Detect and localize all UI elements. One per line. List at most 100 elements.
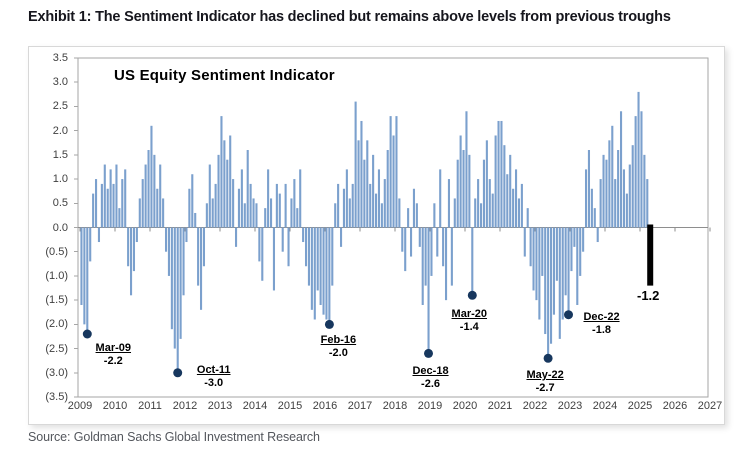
y-axis-label: (1.5) xyxy=(45,294,68,307)
bar xyxy=(590,188,593,228)
bar xyxy=(304,227,308,267)
bar xyxy=(360,120,363,228)
bar xyxy=(392,135,395,228)
bar xyxy=(156,188,159,228)
bar xyxy=(622,169,626,228)
bar xyxy=(421,227,424,305)
bar xyxy=(229,135,232,228)
bar xyxy=(94,179,98,228)
y-axis-label: 3.0 xyxy=(52,76,68,89)
bar xyxy=(144,164,147,228)
annotation-dot xyxy=(82,329,92,339)
annotation-date: Mar-20 xyxy=(451,308,488,321)
bar xyxy=(427,227,430,354)
bar xyxy=(202,227,206,267)
bar xyxy=(287,227,290,267)
bar xyxy=(199,227,203,310)
bar xyxy=(453,198,456,228)
bar xyxy=(153,154,156,228)
latest-value-label: -1.2 xyxy=(637,287,660,303)
bar xyxy=(372,154,375,228)
bar xyxy=(185,227,188,243)
annotation-dot xyxy=(543,353,553,363)
bar xyxy=(100,183,103,228)
bar xyxy=(237,188,241,228)
bar xyxy=(334,203,337,228)
bar xyxy=(526,208,529,228)
y-axis-label: 0.0 xyxy=(52,221,68,234)
bar xyxy=(573,227,576,247)
bar xyxy=(468,154,471,228)
bar xyxy=(103,164,106,228)
bar xyxy=(135,227,138,243)
chart-panel xyxy=(28,46,725,425)
bar xyxy=(188,188,191,228)
annotation-date: Dec-22 xyxy=(583,310,620,323)
annotation-date: Feb-16 xyxy=(320,334,357,347)
bar xyxy=(608,140,611,228)
bar xyxy=(584,169,588,228)
bar xyxy=(339,227,343,247)
bar xyxy=(118,208,121,228)
bar xyxy=(488,179,491,228)
bar xyxy=(147,150,150,228)
bar xyxy=(523,227,526,257)
bar xyxy=(173,227,176,349)
bar xyxy=(342,188,346,228)
bar xyxy=(252,198,255,228)
bar xyxy=(462,150,465,228)
bar xyxy=(477,179,480,228)
annotation-dot xyxy=(424,348,433,358)
bar xyxy=(383,179,386,228)
bar xyxy=(491,193,494,228)
x-axis-label: 2015 xyxy=(277,400,303,412)
bar xyxy=(570,227,573,272)
annotation-dot xyxy=(324,319,334,329)
bar xyxy=(272,227,276,291)
bar xyxy=(386,150,389,228)
bar xyxy=(497,120,500,228)
bar xyxy=(296,208,299,228)
bar xyxy=(141,179,144,228)
trough-annotation: Dec-22 -1.8 xyxy=(583,311,619,337)
bar xyxy=(164,227,168,252)
bar xyxy=(529,227,532,267)
bar xyxy=(325,227,328,320)
annotation-value: -2.6 xyxy=(421,378,441,391)
trough-annotation: Mar-20 -1.4 xyxy=(452,308,487,334)
bar xyxy=(261,227,264,281)
bar xyxy=(205,203,208,228)
bar xyxy=(532,227,535,291)
bar xyxy=(538,227,541,320)
bar xyxy=(124,169,127,228)
bar xyxy=(567,227,570,315)
bar xyxy=(115,164,118,228)
bar xyxy=(398,198,401,228)
annotation-dot xyxy=(564,310,573,320)
x-axis-label: 2024 xyxy=(592,400,618,412)
bar xyxy=(258,227,261,262)
bar xyxy=(625,193,628,228)
bar xyxy=(558,227,561,339)
bar xyxy=(269,198,273,228)
bar xyxy=(267,169,270,228)
bar xyxy=(302,227,305,243)
bar xyxy=(395,116,398,228)
x-axis-label: 2019 xyxy=(417,400,443,412)
bar xyxy=(593,208,596,228)
bar xyxy=(299,169,302,228)
bar xyxy=(599,179,602,228)
bar xyxy=(86,227,89,335)
trough-annotation: Oct-11 -3.0 xyxy=(197,364,231,390)
trough-annotation: Feb-16 -2.0 xyxy=(321,334,356,360)
bar xyxy=(322,227,325,315)
bar xyxy=(500,120,503,228)
bar xyxy=(240,169,243,228)
bar xyxy=(643,154,646,228)
x-axis-label: 2013 xyxy=(207,400,233,412)
bar xyxy=(106,188,109,228)
bar xyxy=(223,140,226,228)
y-axis-label: (2.5) xyxy=(45,342,68,355)
bar xyxy=(249,183,252,228)
bar xyxy=(194,212,197,228)
